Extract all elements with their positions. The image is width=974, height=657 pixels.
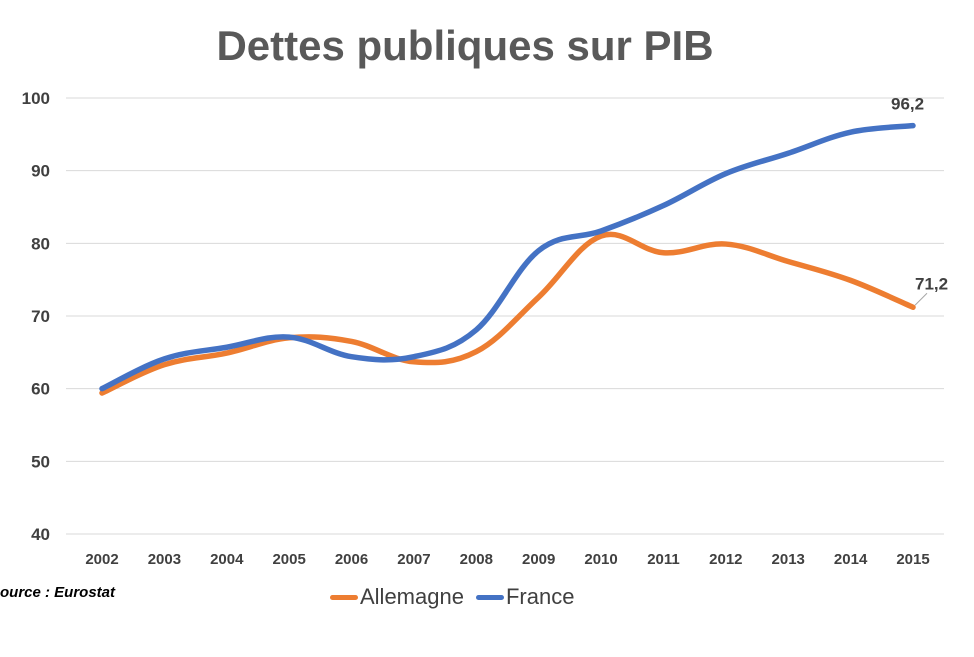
x-tick-label: 2014 xyxy=(834,551,868,568)
x-tick-label: 2005 xyxy=(272,551,305,568)
gridlines xyxy=(66,97,944,535)
y-tick-label: 60 xyxy=(31,380,50,399)
series-line-allemagne xyxy=(99,231,916,396)
legend-swatch-allemagne xyxy=(330,594,358,600)
y-axis-ticks: 40 50 60 70 80 90 100 xyxy=(22,89,50,544)
x-tick-label: 2011 xyxy=(647,551,680,568)
legend-label-france: France xyxy=(505,584,575,609)
series-lines xyxy=(99,122,916,396)
x-tick-label: 2008 xyxy=(460,551,493,568)
legend-label-allemagne: Allemagne xyxy=(360,584,464,609)
x-tick-label: 2002 xyxy=(85,551,118,568)
y-tick-label: 100 xyxy=(22,89,50,108)
x-tick-label: 2007 xyxy=(397,551,430,568)
x-tick-label: 2013 xyxy=(772,551,805,568)
source-note: ource : Eurostat xyxy=(0,584,116,601)
chart-title: Dettes publiques sur PIB xyxy=(216,22,714,69)
legend: Allemagne France xyxy=(330,584,586,610)
leader-line xyxy=(914,292,928,306)
y-tick-label: 70 xyxy=(31,307,50,326)
x-tick-label: 2003 xyxy=(148,551,181,568)
x-tick-label: 2012 xyxy=(709,551,742,568)
data-label-france: 96,2 xyxy=(891,95,924,114)
x-tick-label: 2004 xyxy=(210,551,244,568)
data-label-allemagne: 71,2 xyxy=(915,274,948,293)
x-tick-label: 2006 xyxy=(335,551,368,568)
y-tick-label: 80 xyxy=(31,234,50,253)
y-tick-label: 90 xyxy=(31,162,50,181)
data-labels: 71,2 96,2 xyxy=(891,95,948,306)
x-tick-label: 2009 xyxy=(522,551,555,568)
legend-item-france: France xyxy=(475,584,575,610)
series-line-france xyxy=(99,122,916,392)
y-tick-label: 40 xyxy=(31,525,50,544)
x-axis-ticks: 2002 2003 2004 2005 2006 2007 2008 2009 2010 2011… xyxy=(85,551,929,568)
legend-swatch-france xyxy=(475,594,504,600)
x-tick-label: 2010 xyxy=(584,551,617,568)
legend-item-allemagne: Allemagne xyxy=(330,584,464,610)
y-tick-label: 50 xyxy=(31,452,50,471)
x-tick-label: 2015 xyxy=(896,551,929,568)
